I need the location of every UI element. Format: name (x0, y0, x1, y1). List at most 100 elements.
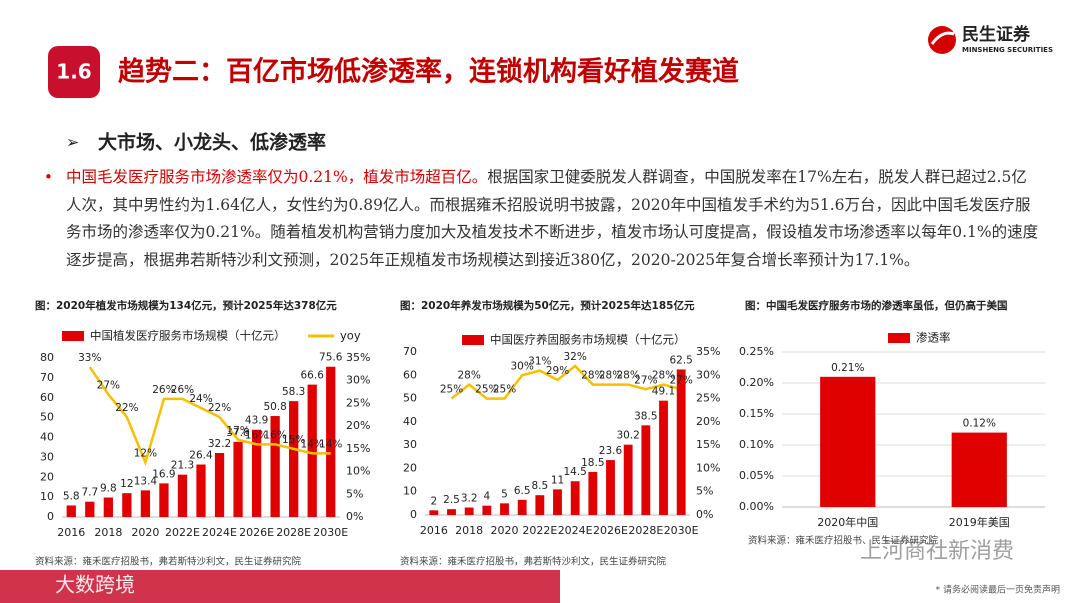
legend-label: 渗透率 (916, 331, 951, 345)
bar-label: 13.4 (134, 475, 158, 487)
x-tick-label: 2019年美国 (949, 515, 1010, 529)
bar (951, 432, 1007, 507)
line-label: 28% (652, 370, 675, 382)
bar-label: 43.9 (245, 415, 268, 427)
y2-tick-label: 10% (696, 461, 720, 474)
line-label: 30% (510, 360, 533, 372)
text: 根据国家卫健委脱发人群调查，中国脱发率在17%左右，脱发人群已超过2.5亿人次，… (66, 168, 1039, 269)
line-label: 25% (440, 384, 463, 396)
legend-swatch (888, 333, 910, 343)
legend-label: yoy (340, 329, 361, 343)
x-tick-label: 2028E (276, 526, 311, 539)
bar (326, 366, 336, 517)
bar (659, 400, 668, 515)
y-tick-label: 0.25% (739, 345, 774, 358)
y2-tick-label: 10% (346, 465, 370, 478)
y-tick-label: 10 (40, 490, 54, 503)
bar (307, 384, 317, 517)
badge-bg (48, 46, 100, 98)
arrow: ➢ (66, 133, 79, 152)
y-tick-label: 20 (40, 470, 54, 483)
y2-tick-label: 30% (346, 374, 370, 387)
y2-tick-label: 30% (696, 368, 720, 381)
bar (214, 453, 225, 517)
footer-white (560, 570, 1080, 603)
bar (676, 369, 686, 515)
y2-tick-label: 35% (696, 345, 720, 358)
x-tick-label: 2026E (593, 524, 628, 537)
bar-label: 5 (501, 488, 508, 500)
bar-label: 26.4 (189, 450, 213, 462)
bar-label: 16.9 (152, 468, 175, 480)
y-tick-label: 60 (40, 391, 54, 404)
x-tick-label: 2030E (664, 524, 699, 537)
bar (517, 499, 527, 515)
line-label: 28% (581, 370, 604, 382)
bar-label: 4 (483, 491, 490, 503)
x-tick-label: 2018 (455, 524, 483, 537)
x-tick-label: 2028E (628, 524, 663, 537)
y2-tick-label: 5% (346, 487, 363, 500)
logo-swoosh (930, 31, 955, 45)
line-label: 22% (115, 402, 138, 414)
bar-label: 62.5 (669, 354, 692, 366)
bar-label: 0.21% (831, 362, 864, 374)
line-label: 33% (78, 352, 101, 364)
y-tick-label: 70 (403, 345, 417, 358)
logo-sub: MINSHENG SECURITIES (962, 46, 1053, 54)
bar-label: 14.5 (563, 466, 586, 478)
x-tick-label: 2018 (94, 526, 122, 539)
y-tick-label: 70 (40, 371, 54, 384)
y-tick-label: 60 (403, 368, 417, 381)
paragraph: 中国毛发医疗服务市场渗透率仅为0.21%，植发市场超百亿。根据国家卫健委脱发人群… (66, 164, 1041, 274)
x-tick-label: 2024E (558, 524, 593, 537)
line-label: 17% (226, 425, 249, 437)
line-label: 14% (301, 438, 324, 450)
x-tick-label: 2026E (239, 526, 274, 539)
source: 资料来源：雍禾医疗招股书、民生证券研究院 (748, 535, 939, 547)
line-label: 27% (634, 374, 657, 386)
y-tick-label: 30 (40, 450, 54, 463)
bullet: • (44, 168, 53, 186)
line-label: 24% (189, 393, 212, 405)
bar-label: 5.8 (63, 490, 80, 502)
x-tick-label: 2030E (313, 526, 348, 539)
y-tick-label: 50 (403, 392, 417, 405)
line-label: 14% (319, 438, 342, 450)
y2-tick-label: 20% (696, 415, 720, 428)
bar-label: 7.7 (81, 487, 98, 499)
y2-tick-label: 25% (696, 392, 720, 405)
y-tick-label: 10 (403, 485, 417, 498)
y-tick-label: 0.20% (739, 376, 774, 389)
y-tick-label: 30 (403, 438, 417, 451)
y-tick-label: 20 (403, 461, 417, 474)
bar (464, 507, 474, 515)
legend-swatch (62, 331, 84, 341)
source: 资料来源：雍禾医疗招股书，弗若斯特沙利文，民生证券研究院 (35, 556, 302, 568)
bar (289, 401, 299, 517)
bar (177, 474, 188, 517)
line-label: 28% (616, 370, 639, 382)
bar (606, 460, 615, 515)
y2-tick-label: 15% (696, 438, 720, 451)
legend-swatch (462, 335, 484, 345)
y2-tick-label: 15% (346, 442, 370, 455)
bar (535, 495, 545, 515)
bar-label: 23.6 (599, 445, 623, 457)
bar (820, 376, 876, 507)
y-tick-label: 40 (40, 431, 54, 444)
bar-label: 3.2 (461, 493, 478, 505)
line-label: 31% (528, 356, 551, 368)
x-tick-label: 2020 (131, 526, 159, 539)
line-label: 28% (457, 370, 480, 382)
line-label: 22% (208, 402, 231, 414)
line-label: 32% (563, 351, 586, 363)
bar-label: 32.2 (208, 438, 231, 450)
bar (588, 471, 598, 515)
watermark: 大数跨境 (55, 573, 135, 597)
logo-icon (928, 26, 956, 54)
bar (66, 505, 76, 517)
line-label: 28% (599, 370, 622, 382)
badge: 1.6 (56, 60, 91, 84)
